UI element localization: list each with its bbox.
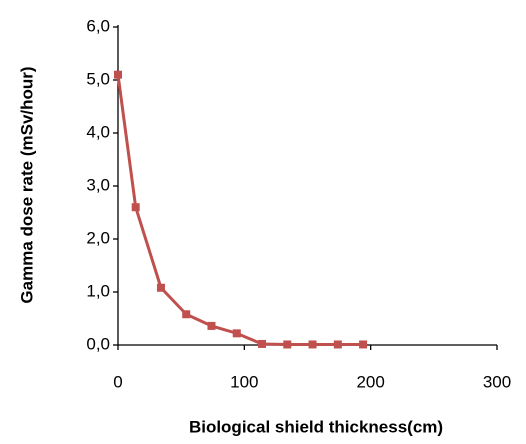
data-point: [114, 70, 122, 79]
y-tick-label: 1,0: [86, 281, 110, 300]
data-point: [308, 340, 317, 349]
data-point: [207, 321, 216, 330]
data-point: [232, 329, 241, 338]
x-tick-label: 0: [113, 372, 122, 391]
y-tick-label: 0,0: [86, 334, 110, 353]
x-tick-label: 300: [483, 372, 511, 391]
data-point: [283, 340, 292, 349]
y-tick-label: 6,0: [86, 16, 110, 35]
x-axis-title: Biological shield thickness(cm): [189, 417, 443, 436]
data-point: [359, 340, 368, 349]
data-point: [258, 339, 267, 348]
y-tick-label: 3,0: [86, 175, 110, 194]
x-tick-label: 200: [356, 372, 384, 391]
data-point: [131, 203, 140, 212]
y-tick-label: 4,0: [86, 122, 110, 141]
data-point: [182, 310, 191, 319]
y-tick-label: 2,0: [86, 228, 110, 247]
x-tick-label: 100: [230, 372, 258, 391]
y-axis-title: Gamma dose rate (mSv/hour): [17, 66, 36, 303]
data-point: [333, 340, 342, 349]
data-point: [156, 283, 165, 292]
y-tick-label: 5,0: [86, 69, 110, 88]
series-line: [116, 74, 364, 346]
